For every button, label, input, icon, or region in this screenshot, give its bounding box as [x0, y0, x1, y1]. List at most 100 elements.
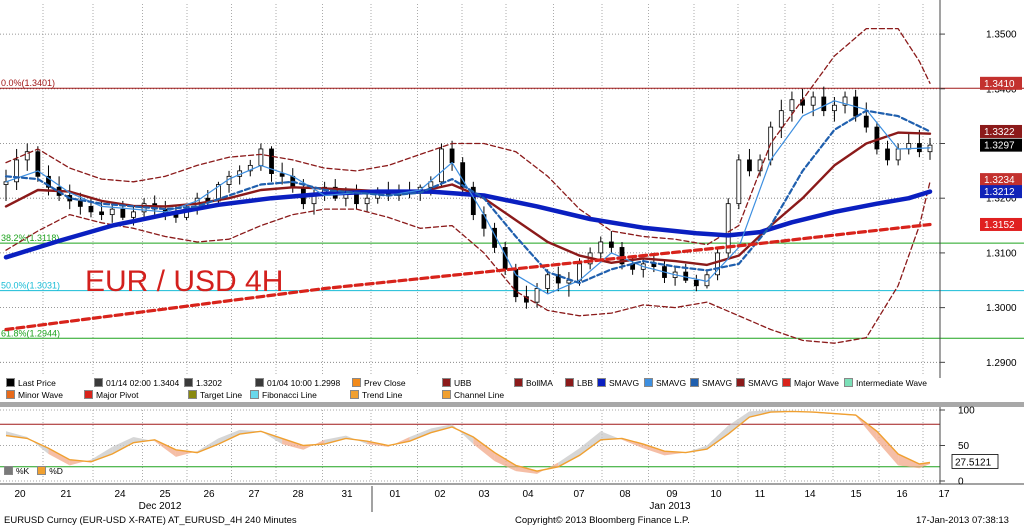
candle-body: [715, 252, 720, 276]
legend-item: Major Pivot: [84, 390, 139, 401]
price-tag: 1.3410: [980, 76, 1022, 90]
legend-item: 01/14 02:00 1.3404: [94, 378, 179, 389]
legend-item: Fibonacci Line: [250, 390, 317, 401]
candle-body: [35, 151, 41, 177]
candle-body: [747, 159, 752, 172]
price-tag-label: 1.3152: [984, 220, 1015, 231]
legend-label: SMAVG: [748, 378, 779, 388]
osc-fill-segment: [154, 439, 176, 457]
x-tick-label: 01: [389, 489, 401, 500]
candle-body: [832, 104, 837, 112]
legend-swatch: [644, 378, 653, 387]
x-tick-label: 09: [666, 489, 678, 500]
legend-swatch: [184, 378, 193, 387]
x-tick-label: 25: [159, 489, 171, 500]
candle-body: [269, 148, 274, 174]
panel-separator: [0, 402, 1024, 407]
candle-body: [608, 241, 614, 248]
price-tag-label: 1.3212: [984, 187, 1015, 198]
x-tick-label: 02: [434, 489, 446, 500]
series-smavg-line: [3, 189, 933, 260]
candle-body: [364, 197, 370, 205]
candle-body: [449, 148, 455, 164]
osc-fill-segment: [622, 438, 644, 449]
osc-fill-segment: [579, 431, 601, 456]
legend-swatch: [514, 378, 523, 387]
osc-fill-segment: [728, 411, 750, 435]
price-tag: 1.3322: [980, 124, 1022, 138]
legend-item: Minor Wave: [6, 390, 63, 401]
osc-value-tag: 27.5121: [951, 454, 999, 469]
legend-label: Last Price: [18, 378, 56, 388]
osc-fill-segment: [91, 446, 113, 462]
candle-body: [99, 211, 104, 216]
legend-swatch: [37, 466, 47, 475]
legend-label: SMAVG: [656, 378, 687, 388]
legend-item: Trend Line: [350, 390, 402, 401]
series-major-wave-line: [4, 222, 932, 332]
x-tick-label: 04: [522, 489, 534, 500]
legend-swatch: [94, 378, 103, 387]
price-tag: 1.3212: [980, 185, 1022, 199]
candle-body: [247, 164, 253, 172]
osc-fill-segment: [898, 454, 920, 469]
price-tag-label: 1.3410: [984, 79, 1015, 90]
osc-fill-segment: [282, 438, 304, 450]
legend-swatch: [350, 390, 359, 399]
osc-fill-segment: [685, 445, 707, 453]
y-tick-label: 1.3000: [986, 303, 1017, 314]
x-tick-label: 17: [938, 489, 950, 500]
osc-fill-segment: [473, 437, 495, 462]
series-smavg-line: [4, 109, 932, 285]
x-tick-label: 15: [850, 489, 862, 500]
candle-body: [109, 208, 115, 216]
month-label: Jan 2013: [649, 501, 691, 512]
month-label: Dec 2012: [139, 501, 182, 512]
legend-swatch: [255, 378, 264, 387]
osc-fill-segment: [876, 431, 899, 466]
legend-item: 1.3202: [184, 378, 222, 389]
legend-label: Target Line: [200, 390, 243, 400]
legend-swatch: [844, 378, 853, 387]
osc-fill-segment: [409, 428, 431, 442]
legend-label: Major Pivot: [96, 390, 139, 400]
osc-fill-segment: [6, 431, 28, 439]
candle-body: [863, 115, 869, 128]
legend-swatch: [4, 466, 13, 475]
candle-body: [789, 99, 795, 112]
legend: Last Price 01/14 02:00 1.3404 1.3202 01/04 …: [2, 378, 942, 402]
legend-label: %D: [49, 466, 63, 476]
candle-body: [524, 296, 529, 303]
legend-swatch: [690, 378, 699, 387]
legend-swatch: [6, 378, 15, 387]
osc-legend-item: %D: [37, 466, 63, 476]
legend-label: Major Wave: [794, 378, 840, 388]
legend-label: %K: [16, 466, 30, 476]
candle-body: [534, 288, 540, 303]
legend-item: LBB: [565, 378, 593, 389]
candle-body: [842, 96, 848, 106]
candle-body: [24, 151, 30, 161]
x-tick-label: 27: [248, 489, 260, 500]
candle-body: [577, 263, 582, 281]
x-tick-label: 24: [114, 489, 126, 500]
x-tick-label: 11: [755, 489, 766, 500]
x-tick-label: 14: [804, 489, 816, 500]
y-tick-label: 1.3200: [986, 194, 1017, 205]
candle-body: [916, 143, 922, 153]
price-tag-label: 1.3234: [984, 175, 1015, 186]
series-bollma-line: [4, 131, 932, 267]
legend-item: Target Line: [188, 390, 242, 401]
candle-body: [598, 241, 604, 254]
osc-fill-segment: [388, 437, 410, 447]
x-tick-label: 03: [478, 489, 490, 500]
legend-label: Fibonacci Line: [262, 390, 317, 400]
osc-fill-segment: [537, 462, 559, 474]
osc-fill-segment: [600, 431, 622, 440]
osc-fill-segment: [69, 459, 91, 466]
legend-item: Last Price: [6, 378, 56, 389]
footer-copyright: Copyright© 2013 Bloomberg Finance L.P.: [515, 515, 690, 526]
x-tick-label: 21: [60, 489, 72, 500]
